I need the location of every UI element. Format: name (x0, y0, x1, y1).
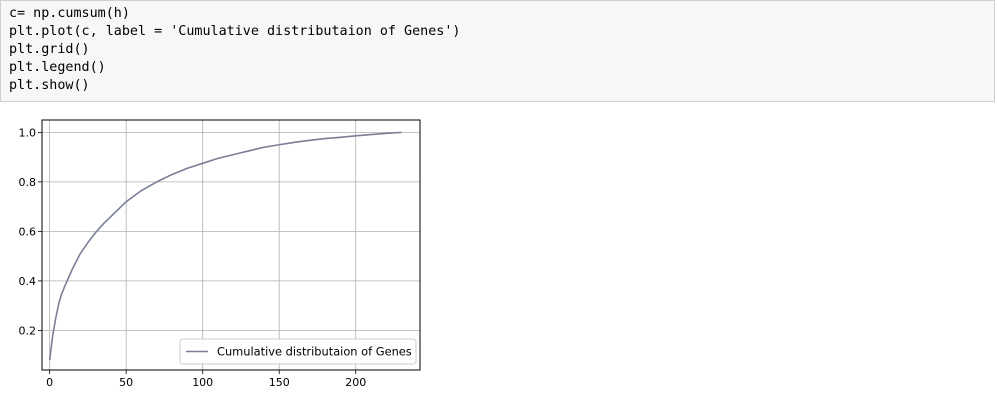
series-line (48, 131, 402, 361)
code-cell[interactable]: c= np.cumsum(h) plt.plot(c, label = 'Cumu… (0, 0, 995, 102)
code-editor[interactable]: c= np.cumsum(h) plt.plot(c, label = 'Cumu… (9, 5, 460, 95)
x-tick-label: 0 (46, 376, 53, 389)
legend-label: Cumulative distributaion of Genes (217, 345, 412, 359)
legend-box (179, 338, 417, 365)
cell-output: 0 50 100 150 200 0.2 0.4 0.6 0.8 1.0 Cumulative di… (0, 102, 997, 405)
y-tick-label: 0.4 (19, 275, 37, 288)
code-line: plt.legend() (9, 60, 106, 75)
y-tick-label: 1.0 (19, 126, 37, 139)
plot-area (42, 120, 420, 370)
code-line: plt.plot(c, label = 'Cumulative distribu… (9, 24, 461, 39)
code-line: plt.show() (9, 78, 90, 93)
x-tick-label: 150 (269, 376, 290, 389)
x-tick-label: 200 (345, 376, 366, 389)
x-tick-label: 50 (119, 376, 133, 389)
y-tick-label: 0.6 (19, 225, 37, 238)
axes-frame (41, 119, 421, 371)
code-line: c= np.cumsum(h) (9, 6, 130, 21)
y-tick-label: 0.8 (19, 176, 37, 189)
code-line: plt.grid() (9, 42, 90, 57)
line-chart: 0 50 100 150 200 0.2 0.4 0.6 0.8 1.0 Cumulative di… (19, 119, 421, 389)
x-tick-label: 100 (192, 376, 213, 389)
y-tick-label: 0.2 (19, 324, 37, 337)
